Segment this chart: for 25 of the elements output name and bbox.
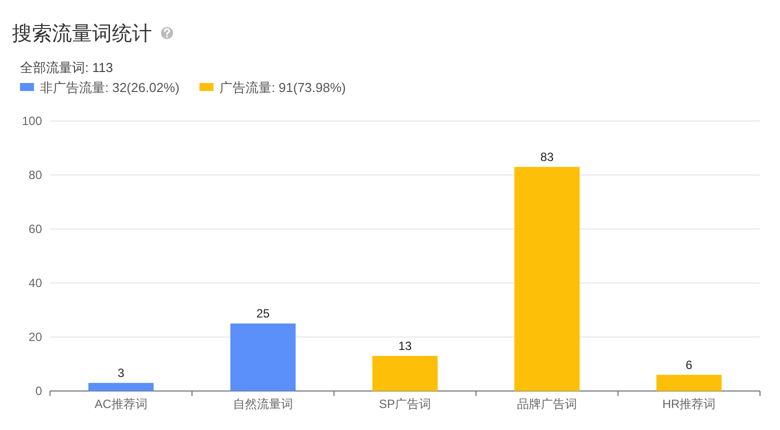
y-tick-label: 80: [28, 168, 42, 182]
chart-subtitle: 全部流量词: 113: [20, 60, 113, 75]
y-tick-label: 40: [28, 276, 42, 290]
y-tick-label: 0: [35, 384, 42, 398]
x-tick-label: SP广告词: [378, 397, 432, 411]
bar: [372, 356, 438, 391]
bar: [656, 374, 722, 391]
data-label: 25: [256, 306, 270, 320]
x-tick-label: 品牌广告词: [517, 397, 577, 411]
x-tick-label: HR推荐词: [662, 397, 716, 411]
bar: [514, 166, 580, 391]
data-label: 6: [686, 358, 693, 372]
data-label: 13: [398, 338, 412, 353]
y-tick-label: 60: [28, 222, 42, 236]
legend-label: 广告流量: 91(73.98%): [219, 80, 346, 95]
chart-title: 搜索流量词统计: [12, 23, 152, 45]
bar: [230, 324, 296, 391]
x-tick-label: AC推荐词: [94, 397, 148, 411]
legend-label: 非广告流量: 32(26.02%): [40, 80, 180, 95]
x-tick-label: 自然流量词: [233, 397, 293, 411]
data-label: 3: [118, 366, 125, 380]
y-tick-label: 20: [28, 330, 42, 344]
y-tick-label: 100: [22, 114, 42, 128]
data-label: 83: [540, 150, 554, 164]
bar: [88, 382, 154, 391]
